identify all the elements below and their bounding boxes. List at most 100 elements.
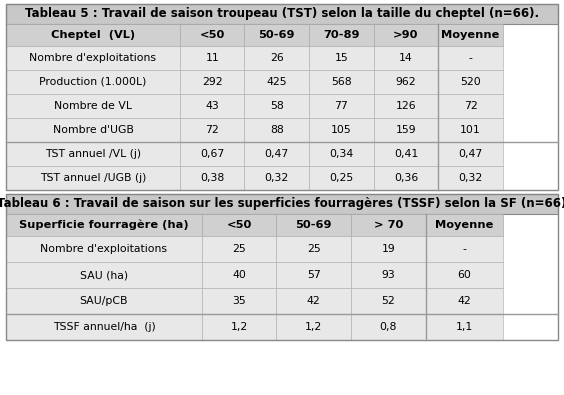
Bar	[438, 70, 503, 94]
Text: Superficie fourragère (ha): Superficie fourragère (ha)	[19, 220, 189, 230]
Bar	[244, 166, 309, 190]
Text: Production (1.000L): Production (1.000L)	[39, 77, 147, 87]
Text: TSSF annuel/ha  (j): TSSF annuel/ha (j)	[52, 322, 155, 332]
Bar	[6, 142, 180, 166]
Bar	[373, 24, 438, 46]
Bar	[373, 118, 438, 142]
Text: 26: 26	[270, 53, 284, 63]
Bar	[6, 24, 180, 46]
Bar	[202, 214, 276, 236]
Bar	[438, 118, 503, 142]
Text: 42: 42	[307, 296, 320, 306]
Bar	[202, 262, 276, 288]
Bar	[351, 288, 425, 314]
Bar	[309, 24, 373, 46]
Text: 101: 101	[460, 125, 481, 135]
Bar	[351, 314, 425, 340]
Text: 520: 520	[460, 77, 481, 87]
Bar	[6, 262, 202, 288]
Text: 292: 292	[202, 77, 222, 87]
Text: Moyenne: Moyenne	[435, 220, 494, 230]
Bar	[6, 118, 180, 142]
Bar	[309, 118, 373, 142]
Text: TST annuel /UGB (j): TST annuel /UGB (j)	[39, 173, 146, 183]
Text: 1,1: 1,1	[456, 322, 473, 332]
Text: 93: 93	[381, 270, 395, 280]
Text: 962: 962	[395, 77, 416, 87]
Bar	[244, 94, 309, 118]
Bar	[425, 236, 503, 262]
Text: Tableau 6 : Travail de saison sur les superficies fourragères (TSSF) selon la SF: Tableau 6 : Travail de saison sur les su…	[0, 198, 564, 211]
Text: <50: <50	[200, 30, 225, 40]
Bar	[180, 70, 244, 94]
Text: 19: 19	[381, 244, 395, 254]
Text: Moyenne: Moyenne	[441, 30, 500, 40]
Text: 77: 77	[334, 101, 348, 111]
Bar	[6, 94, 180, 118]
Text: 0,67: 0,67	[200, 149, 224, 159]
Text: 159: 159	[395, 125, 416, 135]
Text: Nombre d'exploitations: Nombre d'exploitations	[41, 244, 168, 254]
Bar	[6, 314, 202, 340]
Text: >90: >90	[393, 30, 418, 40]
Bar	[6, 194, 558, 214]
Bar	[373, 46, 438, 70]
Bar	[276, 214, 351, 236]
Bar	[351, 262, 425, 288]
Bar	[276, 236, 351, 262]
Bar	[373, 94, 438, 118]
Bar	[202, 288, 276, 314]
Bar	[438, 166, 503, 190]
Bar	[351, 214, 425, 236]
Bar	[6, 46, 180, 70]
Text: 14: 14	[399, 53, 413, 63]
Text: 0,38: 0,38	[200, 173, 224, 183]
Text: 0,32: 0,32	[459, 173, 483, 183]
Bar	[276, 314, 351, 340]
Bar	[373, 166, 438, 190]
Bar	[6, 194, 558, 340]
Text: 72: 72	[464, 101, 477, 111]
Text: -: -	[462, 244, 466, 254]
Text: Nombre de VL: Nombre de VL	[54, 101, 132, 111]
Text: 42: 42	[457, 296, 471, 306]
Bar	[425, 262, 503, 288]
Bar	[438, 46, 503, 70]
Text: 0,47: 0,47	[459, 149, 483, 159]
Text: 0,25: 0,25	[329, 173, 354, 183]
Text: SAU/pCB: SAU/pCB	[80, 296, 128, 306]
Bar	[180, 24, 244, 46]
Text: 40: 40	[232, 270, 246, 280]
Bar	[6, 214, 202, 236]
Bar	[438, 24, 503, 46]
Bar	[309, 166, 373, 190]
Bar	[373, 70, 438, 94]
Text: Tableau 5 : Travail de saison troupeau (TST) selon la taille du cheptel (n=66).: Tableau 5 : Travail de saison troupeau (…	[25, 8, 539, 21]
Text: Nombre d'exploitations: Nombre d'exploitations	[29, 53, 156, 63]
Text: 425: 425	[266, 77, 287, 87]
Text: 1,2: 1,2	[305, 322, 323, 332]
Bar	[438, 94, 503, 118]
Bar	[244, 118, 309, 142]
Text: 88: 88	[270, 125, 284, 135]
Bar	[180, 94, 244, 118]
Bar	[202, 314, 276, 340]
Bar	[180, 142, 244, 166]
Bar	[309, 46, 373, 70]
Text: 70-89: 70-89	[323, 30, 360, 40]
Bar	[351, 236, 425, 262]
Text: 0,32: 0,32	[265, 173, 289, 183]
Bar	[425, 288, 503, 314]
Bar	[180, 46, 244, 70]
Bar	[6, 4, 558, 190]
Text: 15: 15	[334, 53, 348, 63]
Text: 72: 72	[205, 125, 219, 135]
Text: 60: 60	[457, 270, 471, 280]
Bar	[244, 46, 309, 70]
Text: SAU (ha): SAU (ha)	[80, 270, 128, 280]
Text: 568: 568	[331, 77, 351, 87]
Text: > 70: > 70	[373, 220, 403, 230]
Bar	[202, 236, 276, 262]
Text: 57: 57	[307, 270, 320, 280]
Text: 11: 11	[205, 53, 219, 63]
